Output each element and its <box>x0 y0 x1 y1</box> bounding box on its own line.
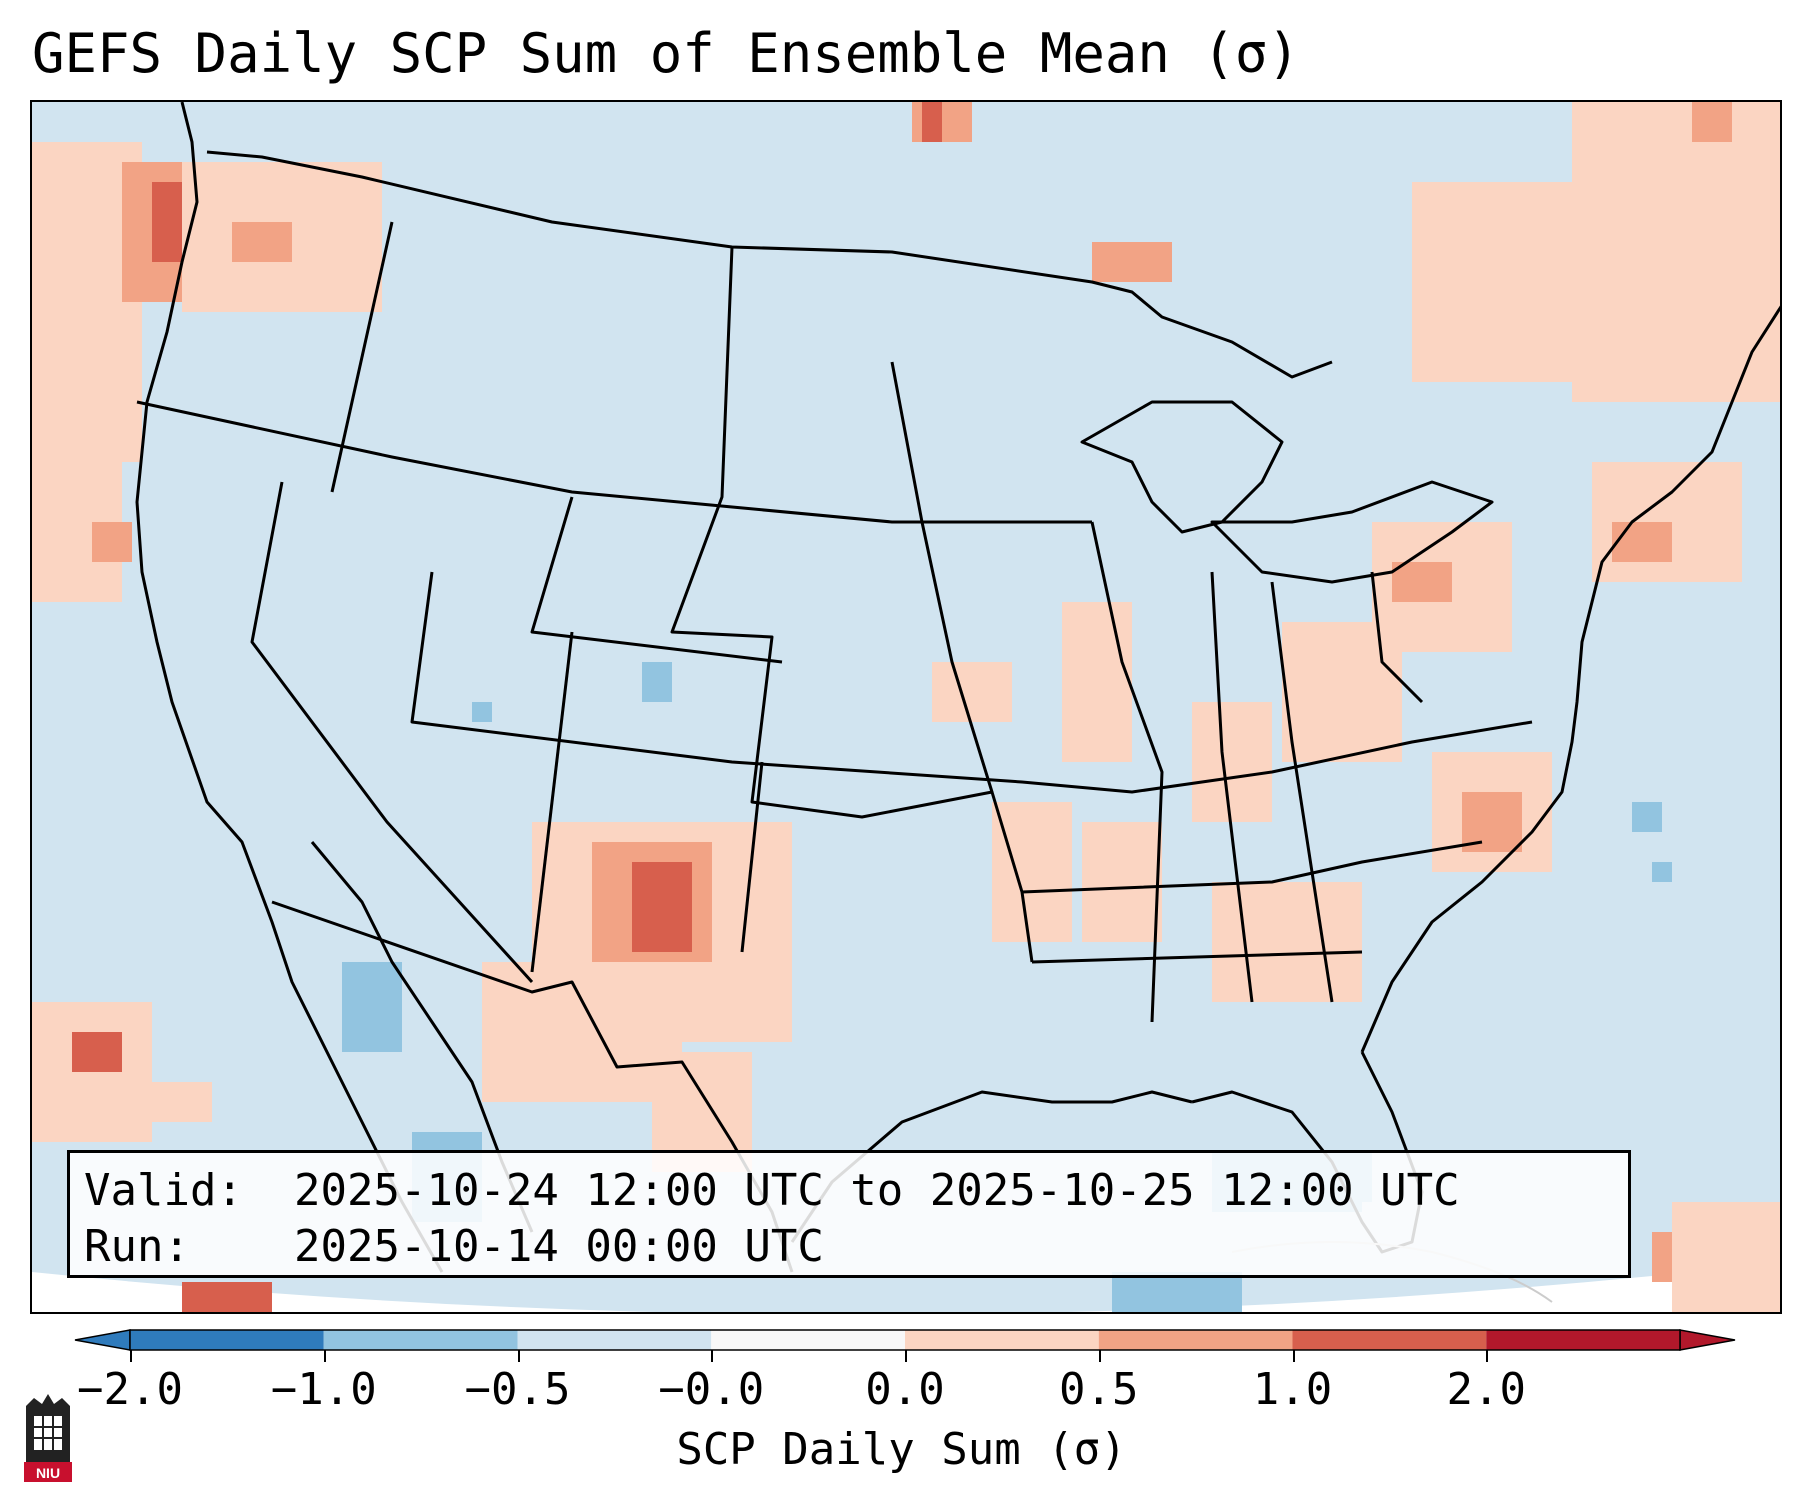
colorbar-tick-mark <box>323 1350 326 1362</box>
colorbar-tick-label: −2.0 <box>77 1364 183 1415</box>
colorbar-segment <box>1292 1330 1487 1350</box>
colorbar-segment <box>517 1330 712 1350</box>
colorbar-tick-mark <box>1292 1350 1295 1362</box>
anomaly-patch <box>632 862 692 952</box>
anomaly-patch <box>1692 102 1732 142</box>
anomaly-patch <box>1082 822 1162 942</box>
validity-info-box: Valid: 2025-10-24 12:00 UTC to 2025-10-2… <box>67 1150 1631 1278</box>
anomaly-patch <box>1672 1202 1780 1312</box>
anomaly-patch <box>1462 792 1522 852</box>
anomaly-patch <box>1392 562 1452 602</box>
valid-value: 2025-10-24 12:00 UTC to 2025-10-25 12:00… <box>294 1165 1460 1216</box>
anomaly-patch <box>132 1082 212 1122</box>
colorbar-segment <box>1098 1330 1293 1350</box>
anomaly-patch <box>472 702 492 722</box>
colorbar-tick-label: 0.5 <box>1059 1364 1139 1415</box>
colorbar-tick-mark <box>711 1350 714 1362</box>
anomaly-patch <box>1092 242 1172 282</box>
anomaly-patch <box>232 222 292 262</box>
scp-field-map <box>32 102 1780 1312</box>
map-panel <box>30 100 1782 1314</box>
colorbar-tick-label: 0.0 <box>865 1364 945 1415</box>
niu-logo-text: NIU <box>36 1465 60 1481</box>
colorbar-tick-mark <box>905 1350 907 1362</box>
colorbar-segment <box>905 1330 1099 1350</box>
anomaly-patch <box>922 102 942 142</box>
colorbar-segment <box>1486 1330 1680 1350</box>
colorbar-tick-label: −1.0 <box>270 1364 377 1415</box>
colorbar-tick-mark <box>517 1350 520 1362</box>
colorbar-tick-mark <box>1486 1350 1489 1362</box>
run-value: 2025-10-14 00:00 UTC <box>294 1221 824 1272</box>
colorbar-max-arrow <box>1679 1329 1736 1351</box>
niu-logo: NIU <box>24 1394 72 1482</box>
anomaly-patch <box>1192 702 1272 822</box>
anomaly-patch <box>1652 862 1672 882</box>
anomaly-patch <box>1572 102 1780 402</box>
colorbar-tick-mark <box>1098 1350 1101 1362</box>
colorbar-segment <box>323 1330 518 1350</box>
colorbar-segment <box>711 1330 905 1350</box>
colorbar-tick-label: 1.0 <box>1252 1364 1333 1415</box>
anomaly-patch <box>182 1282 272 1312</box>
colorbar-tick-mark <box>130 1350 132 1362</box>
run-label: Run: <box>84 1221 190 1272</box>
anomaly-patch <box>992 802 1072 942</box>
page-title: GEFS Daily SCP Sum of Ensemble Mean (σ) <box>32 22 1300 85</box>
colorbar-min-arrow <box>74 1329 131 1351</box>
anomaly-patch <box>92 522 132 562</box>
colorbar-tick-label: 2.0 <box>1446 1364 1526 1415</box>
field-background <box>32 102 1780 1312</box>
colorbar-tick-label: −0.5 <box>464 1364 571 1415</box>
colorbar <box>74 1329 1736 1351</box>
anomaly-patch <box>1612 522 1672 562</box>
anomaly-patch <box>1112 1272 1242 1312</box>
anomaly-patch <box>932 662 1012 722</box>
colorbar-segment <box>130 1330 324 1350</box>
colorbar-label: SCP Daily Sum (σ) <box>676 1424 1127 1475</box>
anomaly-patch <box>642 662 672 702</box>
colorbar-tick-label: −0.0 <box>658 1364 765 1415</box>
anomaly-patch <box>1062 602 1132 762</box>
valid-label: Valid: <box>84 1165 243 1216</box>
anomaly-patch <box>1632 802 1662 832</box>
anomaly-patch <box>72 1032 122 1072</box>
anomaly-patch <box>1212 882 1362 1002</box>
anomaly-patch <box>342 962 402 1052</box>
